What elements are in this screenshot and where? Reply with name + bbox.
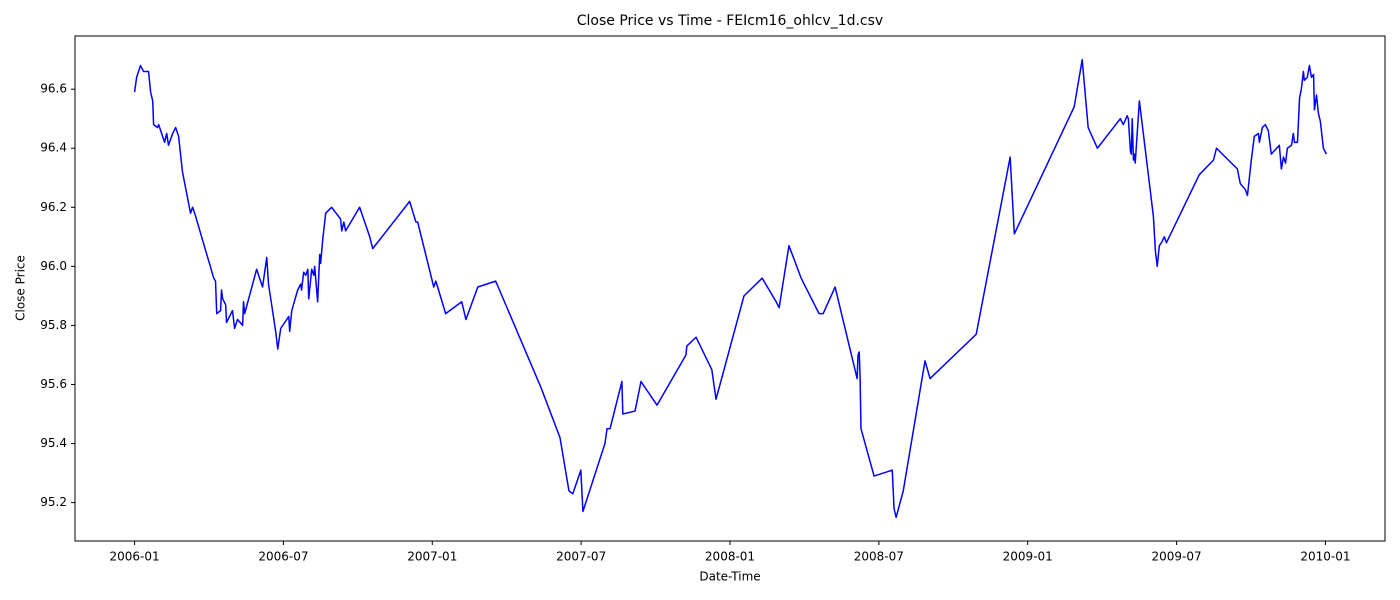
y-tick-label: 95.8 [40,318,67,332]
price-line [133,58,1328,519]
y-axis-label: Close Price [14,255,28,321]
x-tick-label: 2009-01 [1003,550,1053,564]
x-tick-label: 2007-01 [407,550,457,564]
chart-title: Close Price vs Time - FEIcm16_ohlcv_1d.c… [577,13,883,29]
y-tick-label: 95.4 [40,436,67,450]
y-tick-label: 95.2 [40,495,67,509]
y-tick-label: 96.4 [40,141,67,155]
x-tick-label: 2010-01 [1300,550,1350,564]
x-tick-label: 2007-07 [556,550,606,564]
x-tick-label: 2006-07 [258,550,308,564]
x-axis-label: Date-Time [699,570,760,584]
x-tick-label: 2008-07 [854,550,904,564]
x-tick-label: 2009-07 [1152,550,1202,564]
y-tick-label: 96.6 [40,82,67,96]
y-tick-label: 96.0 [40,259,67,273]
x-tick-label: 2008-01 [705,550,755,564]
x-tick-label: 2006-01 [109,550,159,564]
y-tick-label: 95.6 [40,377,67,391]
y-tick-label: 96.2 [40,200,67,214]
